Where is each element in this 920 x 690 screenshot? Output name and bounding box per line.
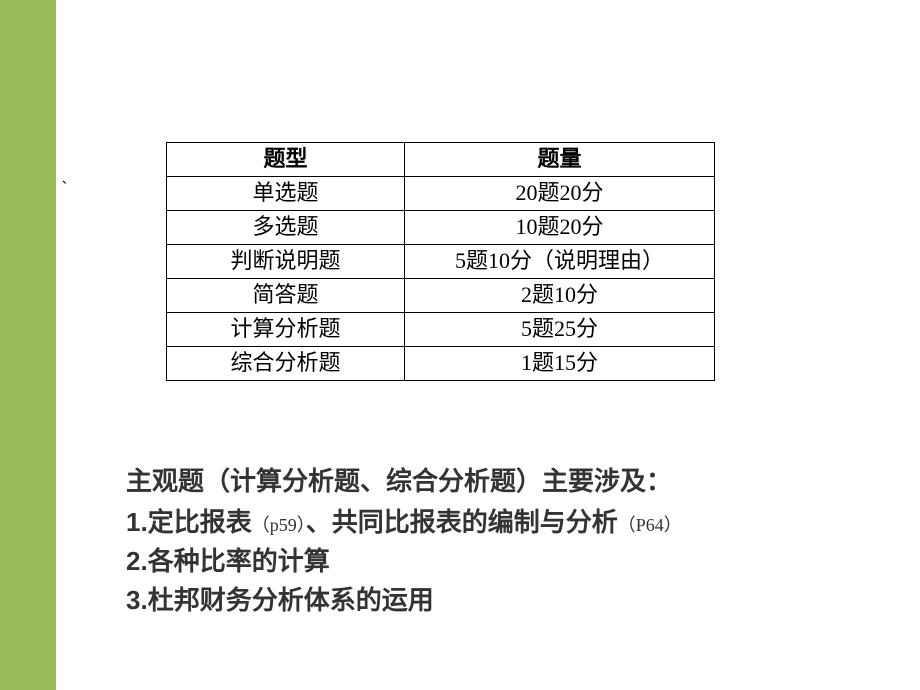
cell-type: 判断说明题 xyxy=(167,245,405,279)
sidebar-accent xyxy=(0,0,56,690)
item-ref: （p59） xyxy=(252,515,306,535)
notes-block: 主观题（计算分析题、综合分析题）主要涉及： 1.定比报表（p59）、共同比报表的… xyxy=(126,462,682,620)
table-row: 判断说明题 5题10分（说明理由） xyxy=(167,245,715,279)
item-text: 、共同比报表的编制与分析 xyxy=(306,508,618,537)
exam-table: 题型 题量 单选题 20题20分 多选题 10题20分 判断说明题 5题10分（… xyxy=(166,142,715,381)
slide-content: 、 题型 题量 单选题 20题20分 多选题 10题20分 判断说明题 5题10… xyxy=(56,0,920,690)
table-row: 多选题 10题20分 xyxy=(167,211,715,245)
item-text: 定比报表 xyxy=(148,508,252,537)
item-text: 杜邦财务分析体系的运用 xyxy=(148,586,434,615)
tick-mark: 、 xyxy=(62,170,74,187)
cell-type: 综合分析题 xyxy=(167,347,405,381)
cell-amount: 2题10分 xyxy=(405,279,715,313)
cell-amount: 20题20分 xyxy=(405,177,715,211)
item-number: 2. xyxy=(126,546,148,576)
notes-item: 1.定比报表（p59）、共同比报表的编制与分析（P64） xyxy=(126,503,682,542)
item-text: 各种比率的计算 xyxy=(148,547,330,576)
cell-type: 计算分析题 xyxy=(167,313,405,347)
table-header-row: 题型 题量 xyxy=(167,143,715,177)
item-number: 1. xyxy=(126,507,148,537)
cell-amount: 5题10分（说明理由） xyxy=(405,245,715,279)
header-type: 题型 xyxy=(167,143,405,177)
header-amount: 题量 xyxy=(405,143,715,177)
cell-type: 多选题 xyxy=(167,211,405,245)
table-row: 单选题 20题20分 xyxy=(167,177,715,211)
cell-amount: 10题20分 xyxy=(405,211,715,245)
cell-type: 简答题 xyxy=(167,279,405,313)
cell-amount: 1题15分 xyxy=(405,347,715,381)
item-ref: （P64） xyxy=(618,515,682,535)
notes-title: 主观题（计算分析题、综合分析题）主要涉及： xyxy=(126,462,682,501)
table-row: 计算分析题 5题25分 xyxy=(167,313,715,347)
notes-item: 2.各种比率的计算 xyxy=(126,542,682,581)
item-number: 3. xyxy=(126,585,148,615)
cell-type: 单选题 xyxy=(167,177,405,211)
table-row: 简答题 2题10分 xyxy=(167,279,715,313)
cell-amount: 5题25分 xyxy=(405,313,715,347)
notes-item: 3.杜邦财务分析体系的运用 xyxy=(126,581,682,620)
table-row: 综合分析题 1题15分 xyxy=(167,347,715,381)
